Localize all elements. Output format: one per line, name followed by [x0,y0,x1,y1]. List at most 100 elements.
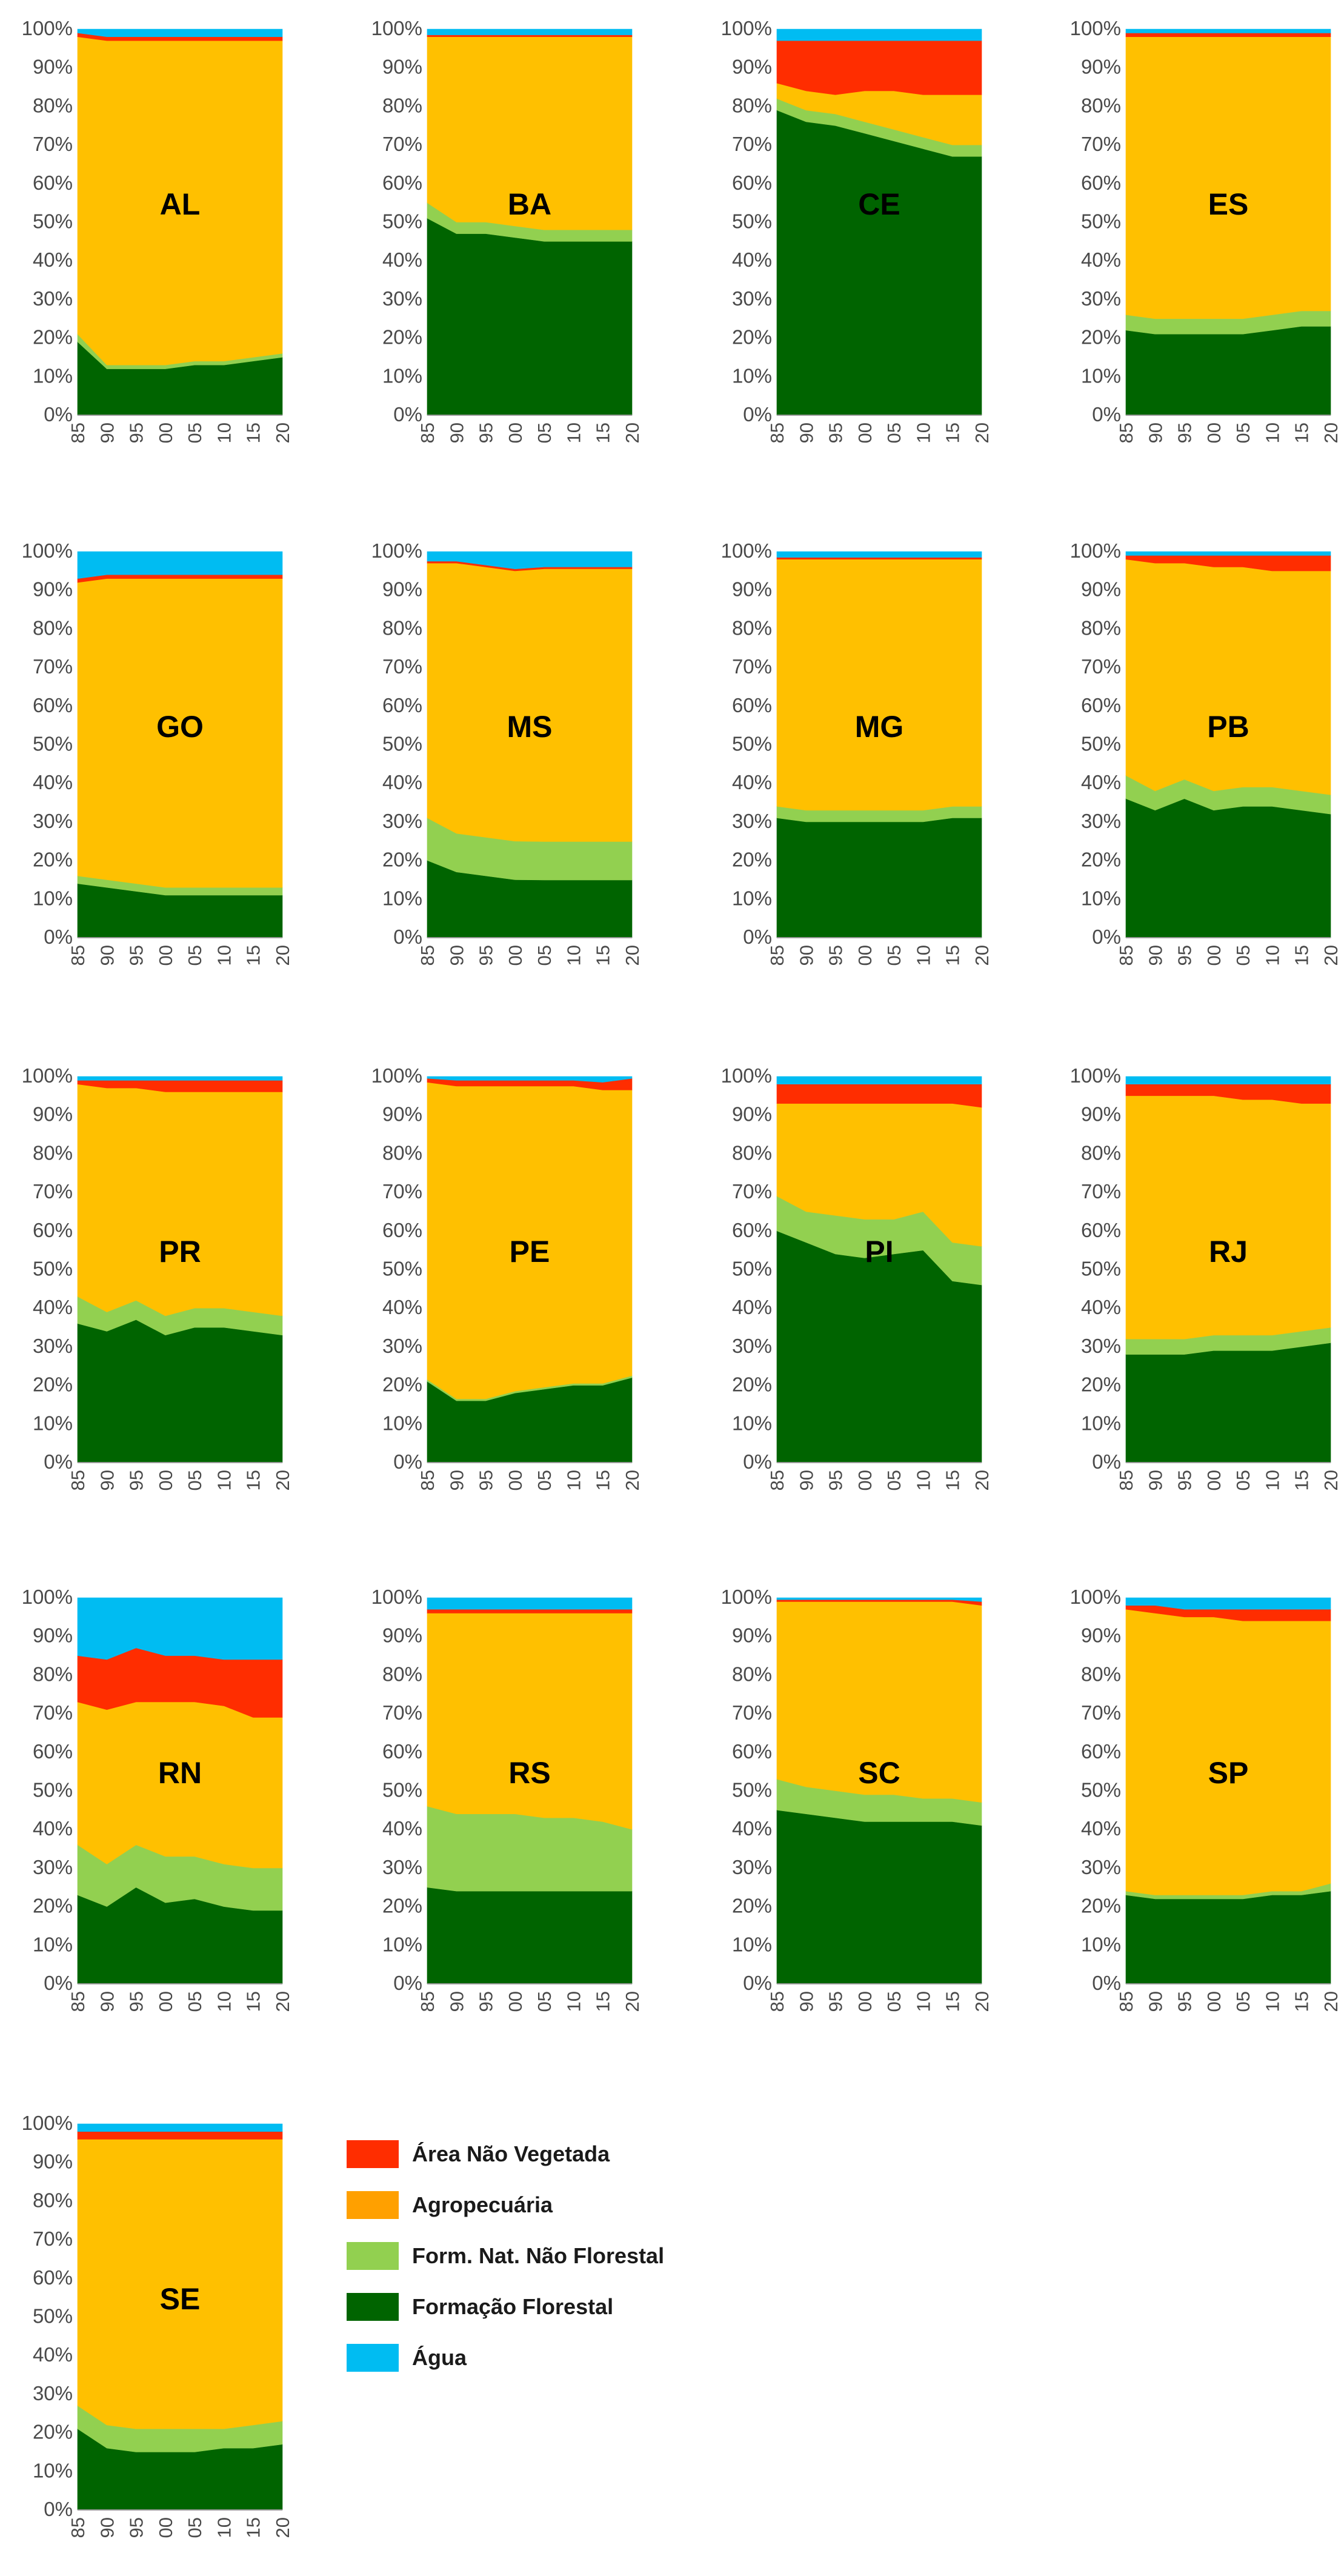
x-tick-label: 20 [1320,945,1342,966]
y-tick-label: 90% [732,56,772,78]
y-tick-label: 30% [1081,1335,1121,1357]
x-tick-label: 20 [272,1470,293,1490]
x-tick-label: 15 [243,422,264,443]
y-tick-label: 40% [732,771,772,793]
x-tick-label: 15 [1291,422,1312,443]
x-tick-label: 20 [1320,1991,1342,2012]
state-label: SE [160,2282,201,2316]
x-tick-label: 85 [67,1991,88,2012]
y-tick-label: 70% [382,1701,422,1724]
state-label: GO [156,710,204,744]
y-tick-label: 30% [732,1335,772,1357]
x-tick-label: 90 [96,1991,118,2012]
x-tick-label: 00 [854,1470,876,1490]
x-tick-label: 05 [534,1470,555,1490]
y-tick-label: 100% [721,1586,772,1608]
y-tick-label: 40% [33,249,73,271]
y-tick-label: 60% [33,1219,73,1241]
series-area-ff [1125,1343,1331,1463]
x-tick-label: 05 [1233,1991,1254,2012]
state-label: PI [865,1235,893,1269]
series-area-agua [776,1076,982,1084]
y-tick-label: 0% [44,1972,73,1994]
legend-label: Formação Florestal [412,2294,614,2319]
x-tick-label: 05 [883,945,905,966]
y-tick-label: 40% [1081,1817,1121,1840]
x-tick-label: 05 [883,422,905,443]
y-tick-label: 10% [732,1933,772,1955]
x-tick-label: 10 [563,1991,584,2012]
y-tick-label: 90% [382,56,422,78]
y-tick-label: 50% [382,1258,422,1280]
y-tick-label: 90% [1081,578,1121,601]
y-tick-label: 40% [33,1817,73,1840]
y-tick-label: 70% [382,133,422,155]
series-area-area [427,1609,633,1613]
y-tick-label: 20% [732,1895,772,1917]
y-tick-label: 60% [1081,1740,1121,1763]
y-tick-label: 80% [33,2189,73,2211]
y-tick-label: 70% [382,1180,422,1203]
x-tick-label: 00 [1203,945,1225,966]
x-tick-label: 05 [184,1470,205,1490]
y-tick-label: 0% [1092,1450,1121,1473]
state-label: PR [159,1235,201,1269]
x-tick-label: 90 [446,1470,467,1490]
y-tick-label: 60% [382,1740,422,1763]
y-tick-label: 80% [33,1141,73,1164]
series-area-ff [427,1887,633,1984]
chart-sp: 0% 10% 20% 30% 40% 50% 60% 70% 80% 90% 100% 85 90 95 0… [1070,1586,1342,2012]
chart-ms: 0% 10% 20% 30% 40% 50% 60% 70% 80% 90% 100% 85 90 95 0… [371,539,643,966]
chart-sc: 0% 10% 20% 30% 40% 50% 60% 70% 80% 90% 100% 85 90 95 0… [721,1586,993,2012]
y-tick-label: 0% [743,926,772,948]
y-tick-label: 10% [33,1933,73,1955]
y-tick-label: 60% [382,172,422,194]
x-tick-label: 90 [96,1470,118,1490]
y-tick-label: 50% [1081,1779,1121,1801]
x-tick-label: 15 [593,422,614,443]
y-tick-label: 100% [1070,1586,1121,1608]
x-tick-label: 15 [243,2517,264,2538]
x-tick-label: 95 [476,945,497,966]
y-tick-label: 90% [732,578,772,601]
y-tick-label: 60% [732,1219,772,1241]
state-label: PB [1207,710,1249,744]
state-label: RJ [1209,1235,1248,1269]
series-area-agro [427,562,633,842]
y-tick-label: 30% [732,810,772,832]
x-tick-label: 10 [913,1470,934,1490]
y-tick-label: 20% [1081,1895,1121,1917]
x-tick-label: 85 [417,1470,438,1490]
y-tick-label: 90% [33,1103,73,1126]
chart-mg: 0% 10% 20% 30% 40% 50% 60% 70% 80% 90% 100% 85 90 95 0… [721,539,993,966]
y-tick-label: 100% [721,17,772,39]
x-tick-label: 20 [622,422,643,443]
y-tick-label: 100% [22,17,73,39]
y-tick-label: 0% [393,1450,422,1473]
x-tick-label: 15 [942,1470,963,1490]
x-tick-label: 10 [1262,422,1283,443]
y-tick-label: 0% [44,403,73,425]
y-tick-label: 30% [732,287,772,310]
series-area-area [1125,33,1331,37]
legend-item-agropecuaria: Agropecuária [347,2180,664,2231]
y-tick-label: 10% [33,1412,73,1434]
y-tick-label: 50% [33,210,73,233]
y-tick-label: 50% [1081,210,1121,233]
chart-rj: 0% 10% 20% 30% 40% 50% 60% 70% 80% 90% 100% 85 90 95 0… [1070,1064,1342,1490]
series-area-area [776,557,982,559]
y-tick-label: 20% [382,1373,422,1396]
x-tick-label: 90 [796,945,817,966]
x-tick-label: 20 [272,945,293,966]
y-tick-label: 90% [732,1624,772,1647]
series-area-ff [77,1319,283,1463]
x-tick-label: 20 [272,422,293,443]
x-tick-label: 05 [534,1991,555,2012]
x-tick-label: 10 [213,1470,235,1490]
series-area-agua [77,28,283,37]
x-tick-label: 20 [971,945,993,966]
x-tick-label: 85 [67,945,88,966]
y-tick-label: 90% [732,1103,772,1126]
y-tick-label: 90% [382,1103,422,1126]
chart-pr: 0% 10% 20% 30% 40% 50% 60% 70% 80% 90% 100% 85 90 95 0… [22,1064,293,1490]
